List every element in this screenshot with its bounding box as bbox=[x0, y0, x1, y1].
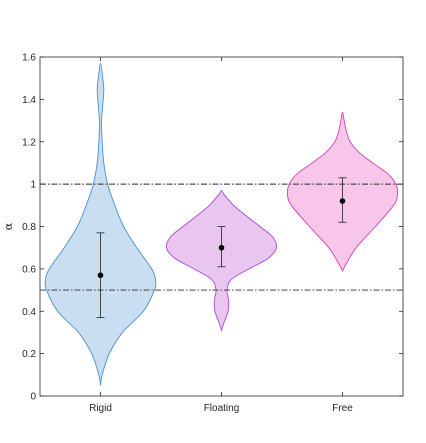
y-axis-label: α bbox=[2, 222, 15, 230]
y-axis: 0 0.2 0.4 0.6 0.8 1 1.2 1.4 1.6 bbox=[22, 53, 403, 403]
x-axis: Rigid Floating Free bbox=[89, 57, 353, 414]
y-tick-label: 0.4 bbox=[22, 307, 36, 318]
mean-marker-floating bbox=[218, 244, 225, 251]
y-tick-label: 1.2 bbox=[22, 137, 36, 148]
y-tick-label: 0.6 bbox=[22, 264, 36, 275]
violin-rigid bbox=[44, 62, 157, 386]
mean-marker-rigid bbox=[97, 272, 104, 279]
y-tick-label: 1.6 bbox=[22, 53, 36, 64]
y-tick-label: 1.4 bbox=[22, 95, 36, 106]
error-bar-rigid bbox=[96, 232, 105, 319]
mean-marker-free bbox=[339, 198, 346, 204]
y-tick-label: 1 bbox=[30, 180, 36, 191]
y-tick-label: 0 bbox=[30, 392, 36, 403]
y-tick-label: 0.2 bbox=[22, 349, 36, 360]
x-tick-label-rigid: Rigid bbox=[89, 403, 112, 414]
y-tick-label: 0.8 bbox=[22, 222, 36, 233]
error-bars-layer bbox=[96, 177, 347, 319]
error-bar-floating bbox=[217, 226, 226, 268]
x-tick-label-floating: Floating bbox=[204, 403, 240, 414]
error-bar-free bbox=[338, 177, 347, 223]
x-tick-label-free: Free bbox=[332, 403, 353, 414]
